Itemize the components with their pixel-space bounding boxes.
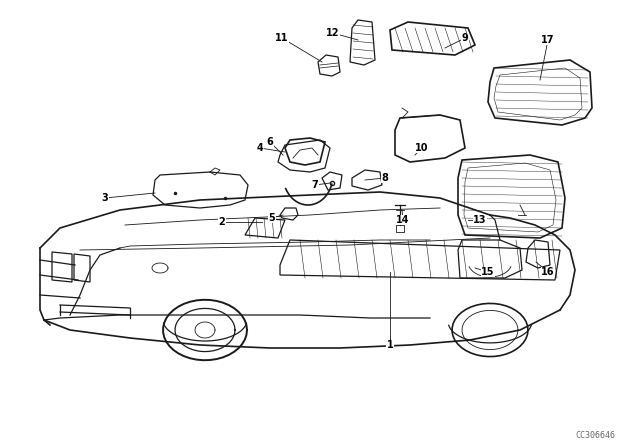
Text: 13: 13 (473, 215, 487, 225)
Text: 6: 6 (267, 137, 273, 147)
Text: 5: 5 (269, 213, 275, 223)
Text: 1: 1 (387, 340, 394, 350)
Text: 10: 10 (415, 143, 429, 153)
Text: CC306646: CC306646 (575, 431, 615, 439)
Text: 11: 11 (275, 33, 289, 43)
Text: 12: 12 (326, 28, 340, 38)
Text: 8: 8 (381, 173, 388, 183)
Text: 15: 15 (481, 267, 495, 277)
Text: 16: 16 (541, 267, 555, 277)
Text: 14: 14 (396, 215, 410, 225)
Text: 3: 3 (102, 193, 108, 203)
Text: 9: 9 (461, 33, 468, 43)
Text: 2: 2 (219, 217, 225, 227)
Text: 17: 17 (541, 35, 555, 45)
Text: 7: 7 (312, 180, 318, 190)
Text: 4: 4 (257, 143, 264, 153)
